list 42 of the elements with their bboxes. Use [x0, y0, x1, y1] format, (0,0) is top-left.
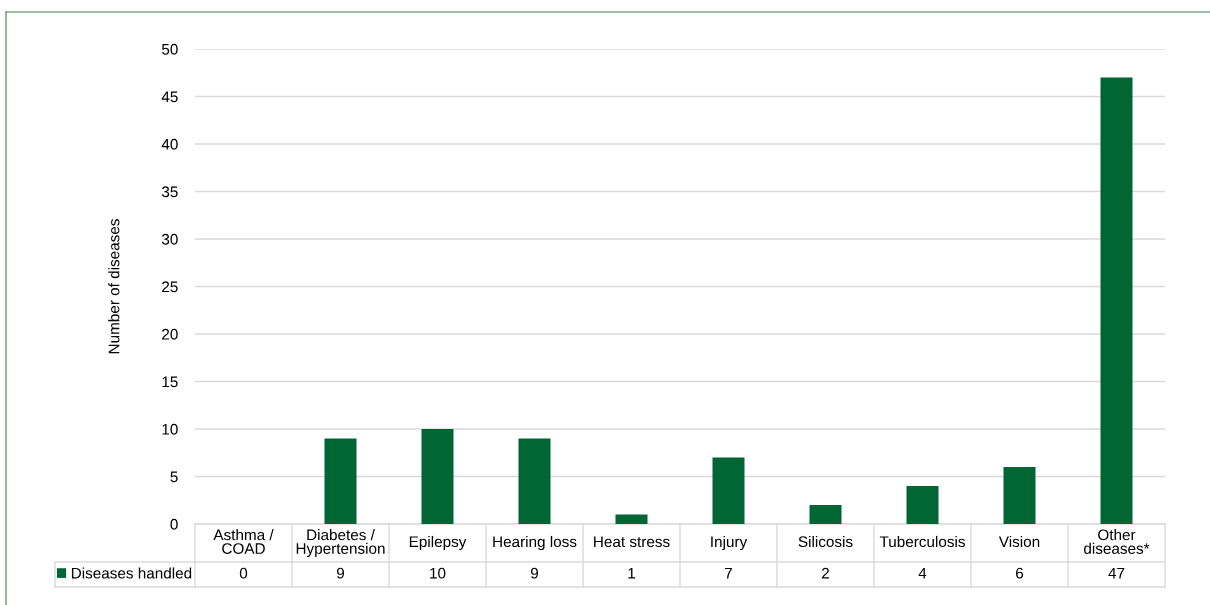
y-tick-label: 30: [161, 233, 178, 245]
x-tick-label: Silicosis: [798, 535, 853, 548]
bar: [809, 505, 842, 524]
data-label: 47: [1108, 567, 1125, 579]
bar: [1100, 77, 1133, 524]
data-label: 1: [628, 567, 635, 579]
x-tick-label: Injury: [711, 535, 748, 551]
bar: [906, 486, 939, 524]
data-label: 4: [918, 567, 927, 579]
bar: [712, 457, 745, 524]
data-label: 2: [822, 567, 829, 579]
bar: [324, 438, 357, 524]
y-axis-title: Number of diseases: [108, 219, 120, 354]
data-label: 9: [530, 567, 539, 579]
x-tick-label: Other diseases*: [1084, 529, 1150, 554]
x-tick-label: Hearing loss: [493, 535, 577, 551]
data-label: 7: [725, 567, 732, 579]
y-tick-label: 45: [161, 91, 178, 103]
x-tick-label: Tuberculosis: [879, 535, 965, 548]
y-tick-label: 15: [162, 376, 178, 388]
y-tick-label: 25: [162, 281, 178, 293]
y-tick-label: 20: [162, 328, 178, 340]
data-label: 6: [1016, 567, 1024, 579]
x-tick-label: Asthma / COAD: [213, 529, 274, 554]
y-tick-label: 0: [170, 518, 178, 530]
y-tick-label: 10: [162, 423, 178, 435]
x-tick-label: Epilepsy: [409, 535, 467, 551]
y-tick-label: 50: [161, 43, 178, 55]
bar: [1003, 467, 1036, 524]
x-tick-label: Diabetes / Hypertension: [296, 529, 385, 557]
legend-label: Diseases handled: [71, 567, 192, 579]
data-label: 10: [430, 567, 446, 579]
x-tick-label: Vision: [998, 535, 1040, 548]
x-tick-label: Heat stress: [594, 536, 670, 548]
y-tick-label: 40: [161, 138, 178, 150]
data-label: 9: [336, 567, 345, 579]
bar: [421, 429, 454, 524]
data-label: 0: [239, 567, 248, 579]
bar: [518, 438, 551, 524]
y-tick-label: 35: [161, 186, 178, 198]
bar: [615, 514, 648, 524]
y-tick-label: 5: [170, 471, 178, 483]
